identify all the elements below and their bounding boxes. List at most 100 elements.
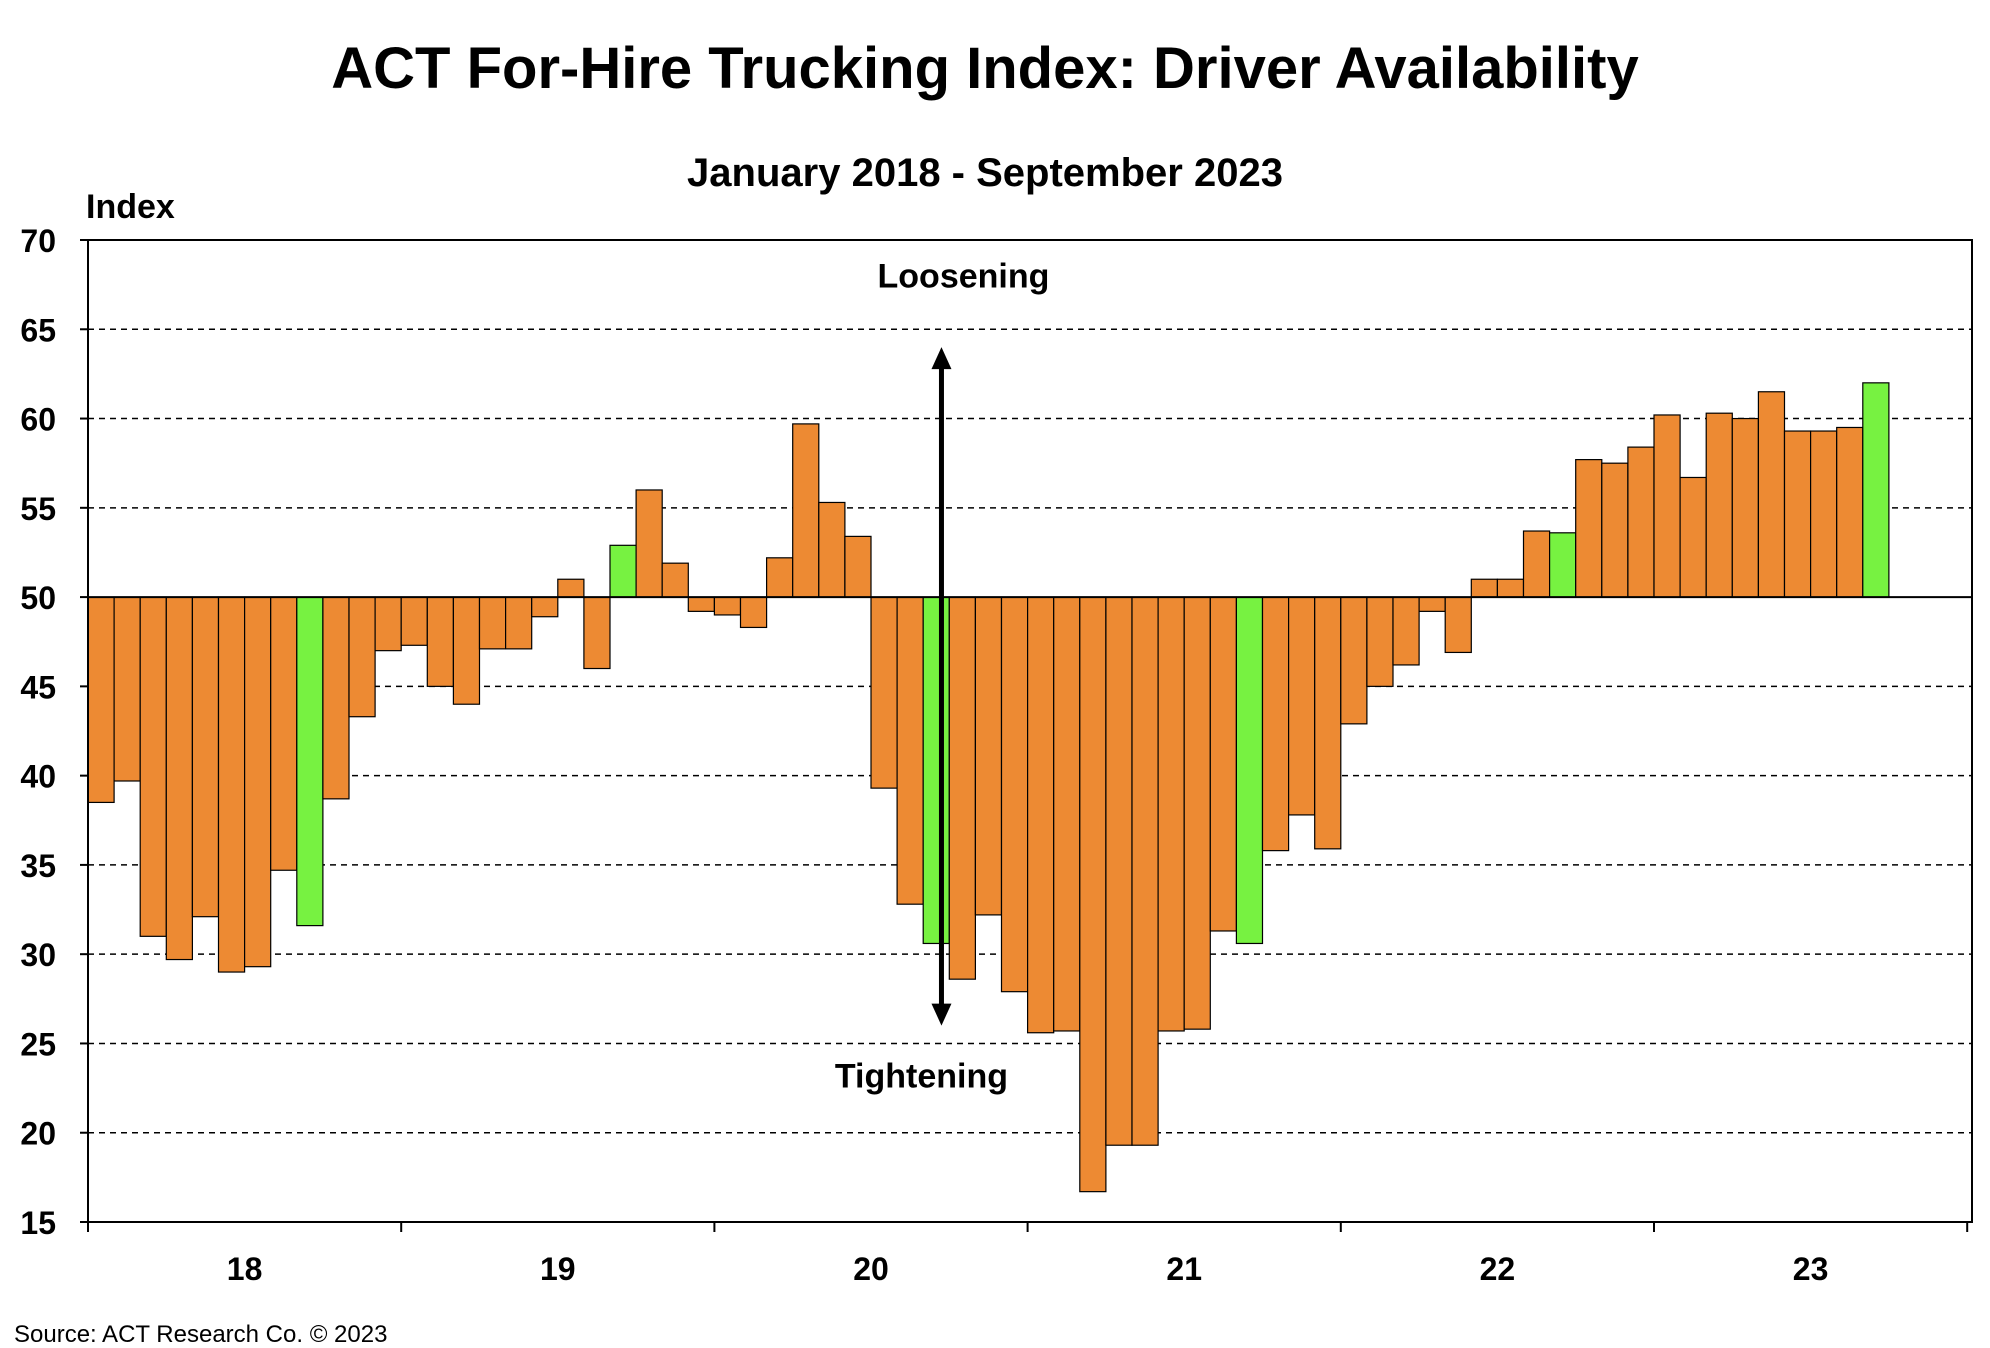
x-tick-label: 19: [540, 1251, 576, 1287]
bar: [1679, 476, 1707, 598]
bar: [1496, 578, 1525, 598]
bar: [374, 596, 402, 652]
bar: [739, 596, 768, 629]
bar: [1340, 596, 1368, 725]
bar: [322, 596, 350, 800]
x-tick-label: 23: [1793, 1251, 1829, 1287]
loosening-tightening-arrow: [931, 347, 952, 1026]
arrow-down-head: [931, 1003, 952, 1026]
chart-title: ACT For-Hire Trucking Index: Driver Avai…: [331, 36, 1638, 101]
bar: [348, 596, 376, 718]
loosening-label: Loosening: [878, 258, 1050, 296]
bar: [244, 596, 272, 968]
y-tick-label: 70: [20, 223, 56, 259]
bar: [1366, 596, 1394, 687]
y-tick-label: 40: [20, 759, 56, 795]
y-tick-label: 50: [20, 580, 56, 616]
bar: [1157, 596, 1185, 1032]
source-note: Source: ACT Research Co. © 2023: [14, 1321, 387, 1348]
bar: [1575, 459, 1603, 598]
y-tick-label: 65: [20, 312, 56, 348]
bar: [792, 423, 820, 598]
bar: [478, 596, 507, 650]
bar: [713, 596, 742, 616]
bar: [557, 578, 585, 598]
bar: [583, 596, 611, 670]
bars: [87, 382, 1890, 1193]
bar: [1601, 462, 1629, 598]
x-tick-label: 20: [853, 1251, 889, 1287]
y-tick-label: 55: [20, 491, 56, 527]
bar: [113, 596, 141, 782]
y-tick-label: 45: [20, 669, 56, 705]
bar-highlight: [922, 596, 950, 945]
bar: [1627, 446, 1655, 598]
bar: [165, 596, 194, 961]
x-tick-label: 21: [1166, 1251, 1202, 1287]
x-tick-label: 18: [227, 1251, 263, 1287]
tightening-label: Tightening: [835, 1058, 1008, 1096]
bar: [974, 596, 1003, 916]
bar: [1079, 596, 1107, 1193]
y-tick-label: 25: [20, 1026, 56, 1062]
bar: [1131, 596, 1159, 1146]
bar: [765, 557, 794, 598]
bar: [896, 596, 924, 905]
bar: [1783, 430, 1812, 598]
y-axis-label: Index: [86, 188, 175, 226]
bar-highlight: [1862, 382, 1890, 598]
bar: [870, 596, 898, 789]
bar: [217, 596, 246, 973]
y-tick-label: 20: [20, 1116, 56, 1152]
y-tick-label: 15: [20, 1205, 56, 1241]
bar: [1183, 596, 1211, 1030]
plot-frame: [87, 239, 1973, 1223]
bar: [1418, 596, 1446, 612]
bar: [818, 501, 846, 598]
bar: [452, 596, 481, 705]
bar: [1209, 596, 1238, 932]
bar: [1705, 412, 1733, 598]
bar: [426, 596, 454, 687]
bar: [1809, 430, 1838, 598]
bar: [1392, 596, 1420, 666]
bar: [1000, 596, 1029, 993]
y-tick-label: 60: [20, 402, 56, 438]
bar: [1314, 596, 1342, 850]
bar: [1053, 596, 1081, 1032]
bar: [1470, 578, 1499, 598]
bar: [531, 596, 559, 618]
bar-highlight: [1235, 596, 1264, 945]
bar: [139, 596, 167, 937]
bar: [948, 596, 976, 980]
bar: [1731, 417, 1760, 598]
gridlines: [88, 328, 1972, 1134]
bar: [1105, 596, 1133, 1146]
y-tick-label: 30: [20, 937, 56, 973]
bar: [1261, 596, 1290, 852]
bar: [191, 596, 220, 918]
bar: [1444, 596, 1472, 654]
bar: [270, 596, 298, 871]
bar: [400, 596, 428, 646]
bar: [661, 562, 689, 598]
bar-highlight: [609, 544, 637, 598]
bar: [1757, 391, 1786, 598]
bar: [87, 596, 115, 804]
bar: [1287, 596, 1316, 816]
bar-highlight: [1548, 532, 1577, 598]
bar: [635, 489, 663, 598]
bar: [1522, 530, 1551, 598]
bar: [1836, 426, 1864, 598]
y-tick-label: 35: [20, 848, 56, 884]
bar: [687, 596, 715, 612]
bar: [844, 535, 872, 598]
x-tick-label: 22: [1480, 1251, 1516, 1287]
bar: [1653, 414, 1681, 598]
axis-ticks: 15 20 25 30 35 40 45 50 55 60 65 70 18 19 20 21 22 23: [20, 223, 1969, 1287]
bar-highlight: [296, 596, 324, 927]
bar: [505, 596, 533, 650]
chart-subtitle: January 2018 - September 2023: [687, 151, 1283, 195]
arrow-up-head: [931, 347, 952, 370]
